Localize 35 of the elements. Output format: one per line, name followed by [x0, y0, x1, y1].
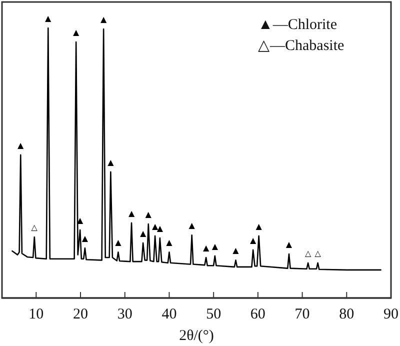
x-axis-title: 2θ/(°) — [179, 328, 214, 344]
annotation: ▲ — [202, 244, 210, 252]
annotation: ▲ — [232, 246, 240, 256]
annotation: ▲ — [250, 236, 257, 245]
annotation: ▲ — [145, 210, 152, 220]
annotation: ▲ — [140, 228, 147, 238]
annotation: ▲ — [100, 15, 108, 24]
annotation: ▲ — [115, 238, 122, 248]
annotation: △ — [314, 248, 322, 258]
annotation: ▲ — [45, 14, 52, 23]
annotation: △ — [304, 248, 312, 258]
annotation: ▲ — [166, 238, 174, 248]
annotation: △—Chabasite — [258, 38, 344, 54]
annotation: ▲ — [256, 222, 263, 231]
annotation: ▲ — [152, 222, 159, 231]
x-tick-label: 80 — [339, 306, 354, 323]
x-tick-label: 40 — [162, 306, 177, 323]
annotation: △ — [31, 222, 38, 232]
x-tick-label: 50 — [206, 306, 222, 323]
annotation: ▲ — [18, 140, 25, 150]
x-tick-label: 30 — [117, 306, 132, 323]
annotation: ▲ — [72, 28, 80, 38]
annotation: ▲ — [108, 158, 115, 167]
annotation: ▲ — [156, 224, 164, 234]
annotation: ▲ — [188, 221, 196, 230]
x-tick-label: 70 — [294, 306, 310, 323]
annotation: ▲ — [82, 234, 89, 244]
x-tick-label: 60 — [250, 306, 266, 323]
annotation: ▲ — [128, 208, 136, 218]
x-tick-label: 10 — [28, 306, 44, 323]
x-tick-label: 20 — [73, 306, 88, 323]
annotation: ▲ — [286, 240, 293, 249]
x-tick-label: 90 — [384, 306, 398, 323]
annotation: ▲—Chlorite — [258, 17, 338, 33]
annotation: ▲ — [212, 242, 219, 251]
